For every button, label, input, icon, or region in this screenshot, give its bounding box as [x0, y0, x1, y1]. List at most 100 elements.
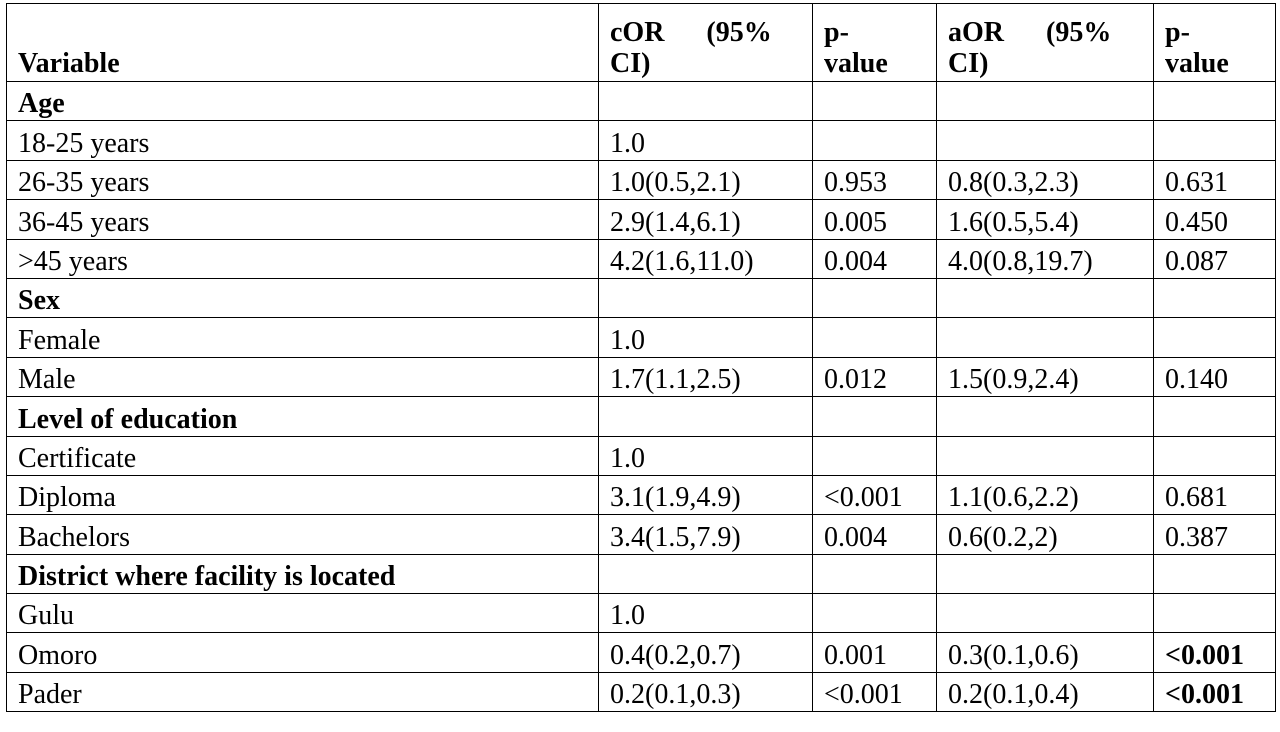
aor-cell: 0.3(0.1,0.6) — [936, 632, 1154, 673]
variable-cell: Certificate — [6, 435, 599, 476]
variable-cell: Sex — [6, 277, 599, 319]
p-value-crude-cell: 0.004 — [812, 514, 937, 555]
p-value-adjusted-cell: 0.087 — [1153, 238, 1276, 279]
p-value-adjusted-cell: 0.681 — [1153, 474, 1276, 516]
p-value-crude-cell — [812, 317, 937, 358]
odds-ratio-table: Variable cOR (95% CI) p- value aOR (95% … — [6, 3, 1276, 713]
cor-cell: 4.2(1.6,11.0) — [598, 238, 813, 279]
aor-cell: 1.5(0.9,2.4) — [936, 356, 1154, 398]
variable-cell: Level of education — [6, 396, 599, 437]
cor-cell — [598, 277, 813, 319]
variable-cell: 26-35 years — [6, 159, 599, 201]
variable-cell: Diploma — [6, 474, 599, 516]
p-value-adjusted-cell: 0.140 — [1153, 356, 1276, 398]
table-row: 26-35 years 1.0(0.5,2.1) 0.953 0.8(0.3,2.3)… — [6, 159, 1276, 201]
p-value-crude-cell — [812, 277, 937, 319]
cor-cell: 1.0 — [598, 317, 813, 358]
aor-cell: 1.1(0.6,2.2) — [936, 474, 1154, 516]
variable-cell: District where facility is located — [6, 553, 599, 595]
aor-cell — [936, 120, 1154, 161]
table-row: Gulu 1.0 — [6, 593, 1276, 634]
cor-cell: 1.0 — [598, 435, 813, 476]
table-body: Age 18-25 years 1.0 26-35 years 1.0(0.5,2.1)… — [6, 80, 1276, 713]
section-row: Sex — [6, 277, 1276, 319]
p-value-adjusted-cell — [1153, 80, 1276, 122]
variable-cell: Female — [6, 317, 599, 358]
p-value-adjusted-cell: <0.001 — [1153, 632, 1276, 673]
p-value-adjusted-cell: 0.387 — [1153, 514, 1276, 555]
table-row: 18-25 years 1.0 — [6, 120, 1276, 161]
p-value-adjusted-cell — [1153, 593, 1276, 634]
aor-cell: 4.0(0.8,19.7) — [936, 238, 1154, 279]
aor-cell: 0.8(0.3,2.3) — [936, 159, 1154, 201]
cor-cell: 3.4(1.5,7.9) — [598, 514, 813, 555]
p-value-crude-cell — [812, 435, 937, 476]
aor-cell: 0.6(0.2,2) — [936, 514, 1154, 555]
p-value-crude-cell — [812, 553, 937, 595]
table-row: 36-45 years 2.9(1.4,6.1) 0.005 1.6(0.5,5.4)… — [6, 199, 1276, 240]
p-value-crude-cell — [812, 80, 937, 122]
p-value-adjusted-cell: 0.450 — [1153, 199, 1276, 240]
p-value-crude-cell: 0.004 — [812, 238, 937, 279]
variable-cell: Age — [6, 80, 599, 122]
cor-cell: 0.4(0.2,0.7) — [598, 632, 813, 673]
aor-cell — [936, 80, 1154, 122]
p-value-adjusted-cell — [1153, 396, 1276, 437]
header-p-value-crude: p- value — [812, 3, 937, 82]
p-value-crude-cell: <0.001 — [812, 474, 937, 516]
cor-cell — [598, 80, 813, 122]
table-row: Diploma 3.1(1.9,4.9) <0.001 1.1(0.6,2.2) 0.6… — [6, 474, 1276, 516]
section-row: Level of education — [6, 396, 1276, 437]
variable-cell: 36-45 years — [6, 199, 599, 240]
p-value-adjusted-cell: 0.631 — [1153, 159, 1276, 201]
table-row: Omoro 0.4(0.2,0.7) 0.001 0.3(0.1,0.6) <0.001 — [6, 632, 1276, 673]
p-value-crude-cell: 0.005 — [812, 199, 937, 240]
variable-cell: Male — [6, 356, 599, 398]
aor-cell — [936, 317, 1154, 358]
cor-cell — [598, 396, 813, 437]
cor-cell — [598, 553, 813, 595]
variable-cell: Omoro — [6, 632, 599, 673]
p-value-adjusted-cell — [1153, 553, 1276, 595]
p-value-crude-cell: 0.001 — [812, 632, 937, 673]
p-value-crude-cell — [812, 396, 937, 437]
header-aor: aOR (95% CI) — [936, 3, 1154, 82]
header-cor: cOR (95% CI) — [598, 3, 813, 82]
table-row: Certificate 1.0 — [6, 435, 1276, 476]
table-row: Bachelors 3.4(1.5,7.9) 0.004 0.6(0.2,2) 0.38… — [6, 514, 1276, 555]
header-p-value-adjusted: p- value — [1153, 3, 1276, 82]
variable-cell: Bachelors — [6, 514, 599, 555]
p-value-adjusted-cell: <0.001 — [1153, 671, 1276, 713]
cor-cell: 3.1(1.9,4.9) — [598, 474, 813, 516]
header-row: Variable cOR (95% CI) p- value aOR (95% … — [6, 3, 1276, 82]
cor-cell: 1.0(0.5,2.1) — [598, 159, 813, 201]
aor-cell — [936, 593, 1154, 634]
table-row: Male 1.7(1.1,2.5) 0.012 1.5(0.9,2.4) 0.140 — [6, 356, 1276, 398]
section-row: District where facility is located — [6, 553, 1276, 595]
p-value-crude-cell — [812, 120, 937, 161]
cor-cell: 2.9(1.4,6.1) — [598, 199, 813, 240]
aor-cell — [936, 553, 1154, 595]
p-value-adjusted-cell — [1153, 317, 1276, 358]
p-value-adjusted-cell — [1153, 120, 1276, 161]
variable-cell: Gulu — [6, 593, 599, 634]
table-row: Female 1.0 — [6, 317, 1276, 358]
table-row: >45 years 4.2(1.6,11.0) 0.004 4.0(0.8,19.7)… — [6, 238, 1276, 279]
p-value-crude-cell — [812, 593, 937, 634]
aor-cell — [936, 396, 1154, 437]
cor-cell: 1.7(1.1,2.5) — [598, 356, 813, 398]
variable-cell: >45 years — [6, 238, 599, 279]
p-value-adjusted-cell — [1153, 435, 1276, 476]
variable-cell: 18-25 years — [6, 120, 599, 161]
p-value-crude-cell: <0.001 — [812, 671, 937, 713]
cor-cell: 1.0 — [598, 593, 813, 634]
p-value-adjusted-cell — [1153, 277, 1276, 319]
aor-cell — [936, 277, 1154, 319]
p-value-crude-cell: 0.953 — [812, 159, 937, 201]
cor-cell: 0.2(0.1,0.3) — [598, 671, 813, 713]
table-row: Pader 0.2(0.1,0.3) <0.001 0.2(0.1,0.4) <0.00… — [6, 671, 1276, 713]
p-value-crude-cell: 0.012 — [812, 356, 937, 398]
aor-cell — [936, 435, 1154, 476]
section-row: Age — [6, 80, 1276, 122]
variable-cell: Pader — [6, 671, 599, 713]
